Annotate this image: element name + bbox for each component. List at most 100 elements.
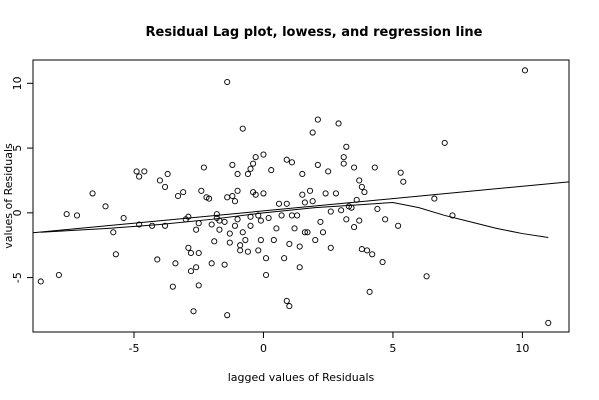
data-point <box>120 214 127 222</box>
data-point <box>136 173 143 180</box>
data-point <box>340 160 347 167</box>
regression-line <box>32 181 570 234</box>
data-point <box>252 154 259 161</box>
data-point <box>366 288 373 295</box>
data-point <box>431 195 438 202</box>
data-point <box>133 168 140 175</box>
data-point <box>262 255 270 262</box>
data-point <box>545 319 552 326</box>
data-point <box>112 251 119 258</box>
data-point <box>200 164 207 171</box>
data-point <box>278 212 285 219</box>
data-point <box>275 200 283 207</box>
data-point <box>423 273 430 280</box>
fit-lines <box>32 181 570 238</box>
data-point <box>322 190 329 197</box>
data-point <box>351 224 358 231</box>
data-point <box>141 168 148 175</box>
axis-ticks: -5 0 5 10 -5 0 5 10 <box>11 76 529 355</box>
data-point <box>63 211 70 218</box>
data-point <box>255 212 262 219</box>
data-point <box>358 246 365 253</box>
data-point <box>154 256 161 263</box>
data-point <box>449 212 456 219</box>
data-point <box>110 229 117 236</box>
data-point <box>206 195 213 202</box>
data-point <box>397 169 404 176</box>
data-point <box>208 221 215 228</box>
data-point <box>89 190 96 197</box>
data-point <box>283 200 290 207</box>
x-tick-label: -5 <box>129 342 140 355</box>
data-point <box>304 229 311 236</box>
data-point <box>382 216 389 223</box>
data-point <box>441 139 448 146</box>
data-point <box>211 238 218 245</box>
data-point <box>301 199 308 206</box>
y-tick-label: -5 <box>11 272 24 283</box>
data-point <box>291 225 298 232</box>
data-point <box>169 283 176 290</box>
data-point <box>301 229 308 236</box>
data-point <box>234 187 241 194</box>
data-point <box>283 297 290 304</box>
chart-title: Residual Lag plot, lowess, and regressio… <box>146 25 483 40</box>
data-point <box>172 260 179 267</box>
data-point <box>265 214 272 222</box>
data-point <box>521 67 529 74</box>
data-point <box>296 243 303 250</box>
data-point <box>358 183 365 190</box>
data-point <box>224 194 231 201</box>
data-point <box>239 125 246 132</box>
data-point <box>314 161 321 168</box>
data-point <box>213 211 220 218</box>
data-point <box>226 239 233 246</box>
data-point <box>255 247 262 254</box>
data-point <box>314 116 321 123</box>
data-point <box>363 247 371 254</box>
data-point <box>162 183 169 190</box>
data-point <box>317 218 324 225</box>
data-point <box>260 190 267 197</box>
data-point <box>288 212 295 219</box>
data-point <box>73 212 81 219</box>
data-point <box>309 198 316 205</box>
data-point <box>195 249 202 257</box>
data-point <box>307 187 314 194</box>
data-point <box>239 229 246 236</box>
data-point <box>185 213 192 220</box>
data-point <box>270 236 277 244</box>
data-point <box>309 129 316 136</box>
data-point <box>343 216 350 223</box>
data-point <box>286 303 293 310</box>
data-point <box>299 191 306 198</box>
y-tick-label: 5 <box>11 145 24 152</box>
data-point <box>174 192 182 200</box>
data-point <box>379 259 386 266</box>
data-point <box>229 161 236 168</box>
data-point <box>234 216 241 223</box>
data-point <box>193 226 200 233</box>
data-point <box>338 207 345 214</box>
data-point <box>296 264 303 271</box>
data-point <box>374 205 381 213</box>
data-point <box>195 220 202 227</box>
data-point <box>340 154 347 161</box>
data-point <box>193 264 200 271</box>
data-point <box>273 225 280 232</box>
data-point <box>257 217 264 224</box>
data-point <box>234 170 241 178</box>
plot-frame <box>32 59 570 333</box>
data-point <box>242 236 249 244</box>
data-point <box>348 204 355 211</box>
data-point <box>180 189 187 196</box>
data-point <box>149 222 156 229</box>
data-point <box>319 229 327 236</box>
data-point <box>327 208 334 215</box>
data-point <box>195 282 202 289</box>
data-point <box>247 165 254 172</box>
data-point <box>327 244 334 251</box>
data-point <box>224 312 231 319</box>
data-point <box>231 198 239 205</box>
